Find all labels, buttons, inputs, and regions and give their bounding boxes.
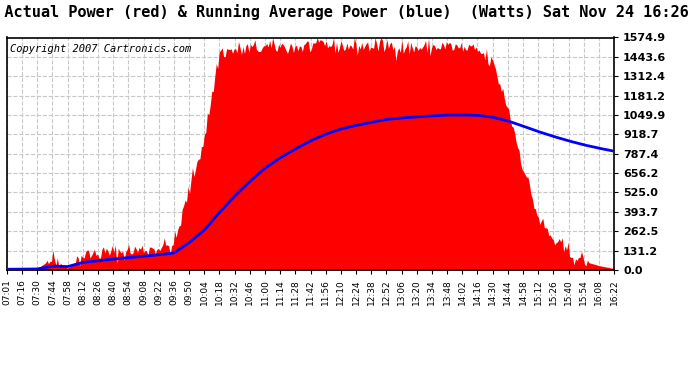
Text: West Array Actual Power (red) & Running Average Power (blue)  (Watts) Sat Nov 24: West Array Actual Power (red) & Running …	[0, 4, 689, 20]
Text: Copyright 2007 Cartronics.com: Copyright 2007 Cartronics.com	[10, 45, 191, 54]
